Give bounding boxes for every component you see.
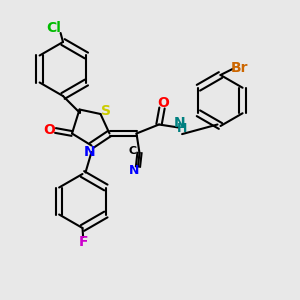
Text: C: C	[129, 146, 137, 157]
Text: N: N	[84, 145, 96, 159]
Text: H: H	[177, 122, 187, 136]
Text: S: S	[101, 104, 111, 118]
Text: F: F	[79, 236, 88, 249]
Text: N: N	[129, 164, 140, 178]
Text: O: O	[158, 96, 169, 110]
Text: Br: Br	[231, 61, 249, 74]
Text: N: N	[174, 116, 186, 130]
Text: O: O	[43, 124, 55, 137]
Text: Cl: Cl	[46, 22, 62, 35]
